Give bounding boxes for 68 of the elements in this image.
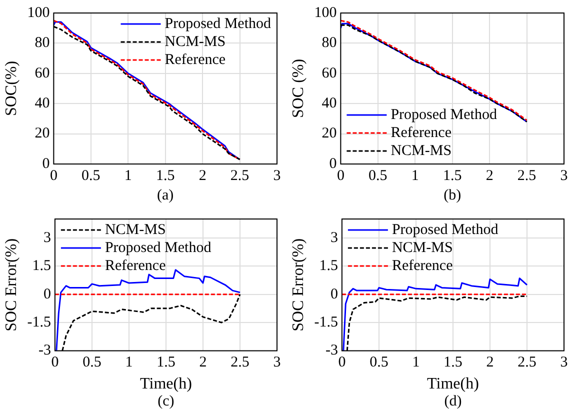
legend-label: Proposed Method [104,240,212,256]
y-tick-label: 3 [43,230,51,246]
legend-label: Reference [164,52,226,68]
y-tick-label: 40 [322,96,337,112]
y-tick-label: 100 [27,4,50,21]
x-tick-label: 2.5 [230,354,250,371]
legend-label: Reference [392,258,454,274]
y-tick-label: 100 [314,4,337,21]
x-tick-label: 1.5 [156,168,175,184]
x-tick-label: 0.5 [82,168,100,184]
y-tick-label: -3 [325,342,338,359]
y-tick-label: 1.5 [32,258,51,274]
x-tick-label: 2.5 [517,168,536,184]
y-tick-label: 60 [34,65,50,82]
x-tick-label: 0.5 [370,354,388,371]
x-axis-title: Time(h) [140,376,192,393]
legend-label: Proposed Method [390,106,498,123]
legend-label: NCM-MS [104,222,166,238]
legend-label: Proposed Method [392,222,499,238]
x-axis-title: Time(h) [427,376,479,393]
y-tick-label: 20 [34,126,50,142]
x-tick-label: 1 [124,168,132,184]
legend-label: Reference [390,124,452,141]
y-tick-label: 0 [43,286,51,302]
x-tick-label: 3 [273,168,281,184]
y-tick-label: 3 [330,230,338,246]
text: (c) [158,393,174,410]
y-axis-title: SOC Error(%) [2,238,20,332]
y-tick-label: 0 [329,156,337,172]
x-tick-label: 2 [486,354,494,371]
y-tick-label: 1.5 [319,258,338,274]
text: (b) [444,187,462,204]
x-tick-label: 1 [125,354,133,371]
text: (a) [157,187,174,204]
x-tick-label: 3 [560,354,568,371]
y-tick-label: 20 [322,126,337,142]
y-tick-label: 40 [34,96,50,112]
legend-label: Reference [104,258,166,274]
y-tick-label: 0 [330,286,338,302]
x-tick-label: 2.5 [518,354,536,371]
x-tick-label: 1.5 [156,354,176,371]
legend-label: Proposed Method [164,16,272,32]
legend-label: NCM-MS [164,34,226,50]
x-tick-label: 2 [198,168,206,184]
y-axis-title: SOC (%) [290,58,307,118]
legend-label: NCM-MS [392,240,453,256]
y-tick-label: 60 [322,65,337,82]
x-tick-label: 1 [412,354,420,371]
y-axis-title: SOC(%) [2,60,20,116]
x-tick-label: 0.5 [82,354,102,371]
legend-label: NCM-MS [390,142,452,159]
y-tick-label: 80 [322,35,337,52]
x-tick-label: 0.5 [368,168,388,184]
y-tick-label: 80 [34,35,50,52]
text: (d) [444,393,462,410]
x-tick-label: 3 [560,168,568,184]
y-tick-label: -1.5 [314,314,338,330]
x-tick-label: 1.5 [442,168,462,184]
y-tick-label: -3 [38,342,51,359]
x-tick-label: 2.5 [230,168,250,184]
x-tick-label: 2 [486,168,494,184]
x-tick-label: 2 [199,354,207,371]
y-tick-label: -1.5 [27,314,51,330]
y-axis-title: SOC Error(%) [290,238,307,332]
y-tick-label: 0 [42,156,50,172]
x-tick-label: 3 [273,354,281,371]
x-tick-label: 1 [411,168,419,184]
x-tick-label: 1.5 [444,354,462,371]
